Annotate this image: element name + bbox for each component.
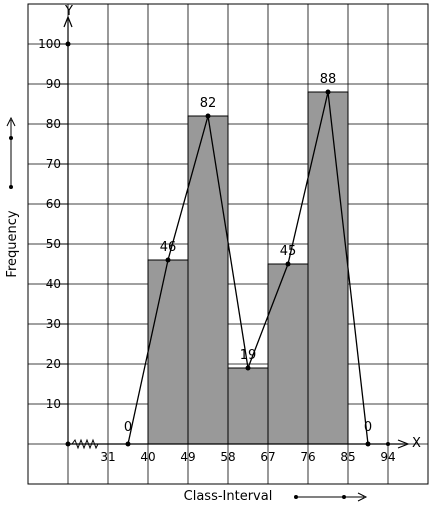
x-axis-end-dot xyxy=(386,442,390,446)
y-tick-label: 70 xyxy=(46,157,61,171)
histogram-bar xyxy=(147,259,189,445)
x-axis-arrow xyxy=(397,439,410,449)
x-tick-label: 76 xyxy=(300,450,315,464)
data-label: 82 xyxy=(200,96,217,111)
y-tick-label: 20 xyxy=(46,357,61,371)
decorative-arrow-right xyxy=(294,492,368,502)
y-tick-label: 40 xyxy=(46,277,61,291)
histogram-bar xyxy=(227,367,269,445)
y-tick-label: 60 xyxy=(46,197,61,211)
x-tick-label: 49 xyxy=(180,450,195,464)
origin-dot xyxy=(65,441,71,447)
x-axis-letter: X xyxy=(412,436,421,451)
polygon-point xyxy=(165,257,171,263)
y-tick-label: 30 xyxy=(46,317,61,331)
polygon-point xyxy=(245,365,251,371)
y-axis-arrow xyxy=(63,15,73,28)
x-tick-label: 67 xyxy=(260,450,275,464)
y-tick-label: 80 xyxy=(46,117,61,131)
x-tick-label: 31 xyxy=(100,450,115,464)
axis-break-zigzag xyxy=(71,438,99,450)
polygon-point xyxy=(125,441,131,447)
histogram-bar xyxy=(307,91,349,445)
y-axis-letter: Y xyxy=(64,4,73,19)
y-tick-label: 10 xyxy=(46,397,61,411)
data-label: 0 xyxy=(124,420,132,435)
y-tick-label: 90 xyxy=(46,77,61,91)
polygon-point xyxy=(325,89,331,95)
data-label: 45 xyxy=(280,244,297,259)
histogram-bar xyxy=(267,263,309,445)
x-axis-title: Class-Interval xyxy=(184,489,273,504)
frequency-polygon xyxy=(125,89,371,447)
histogram-bars xyxy=(147,91,349,445)
data-label: 0 xyxy=(364,420,372,435)
x-tick-label: 94 xyxy=(380,450,395,464)
labels: 10 20 30 40 50 60 70 80 90 100 31 40 49 58 67 76 85 94 0 46… xyxy=(38,37,396,464)
y-tick-label: 50 xyxy=(46,237,61,251)
decorative-arrow-up xyxy=(6,116,16,189)
polygon-point xyxy=(285,261,291,267)
axes xyxy=(60,15,410,449)
data-label: 88 xyxy=(320,72,337,87)
x-tick-label: 40 xyxy=(140,450,155,464)
data-label: 19 xyxy=(240,348,257,363)
histogram-bar xyxy=(187,115,229,445)
x-tick-label: 85 xyxy=(340,450,355,464)
data-label: 46 xyxy=(160,240,177,255)
x-tick-label: 58 xyxy=(220,450,235,464)
y-tick-label: 100 xyxy=(38,37,61,51)
polygon-point xyxy=(365,441,371,447)
y-axis-title: Frequency xyxy=(5,210,20,277)
polygon-point xyxy=(205,113,211,119)
